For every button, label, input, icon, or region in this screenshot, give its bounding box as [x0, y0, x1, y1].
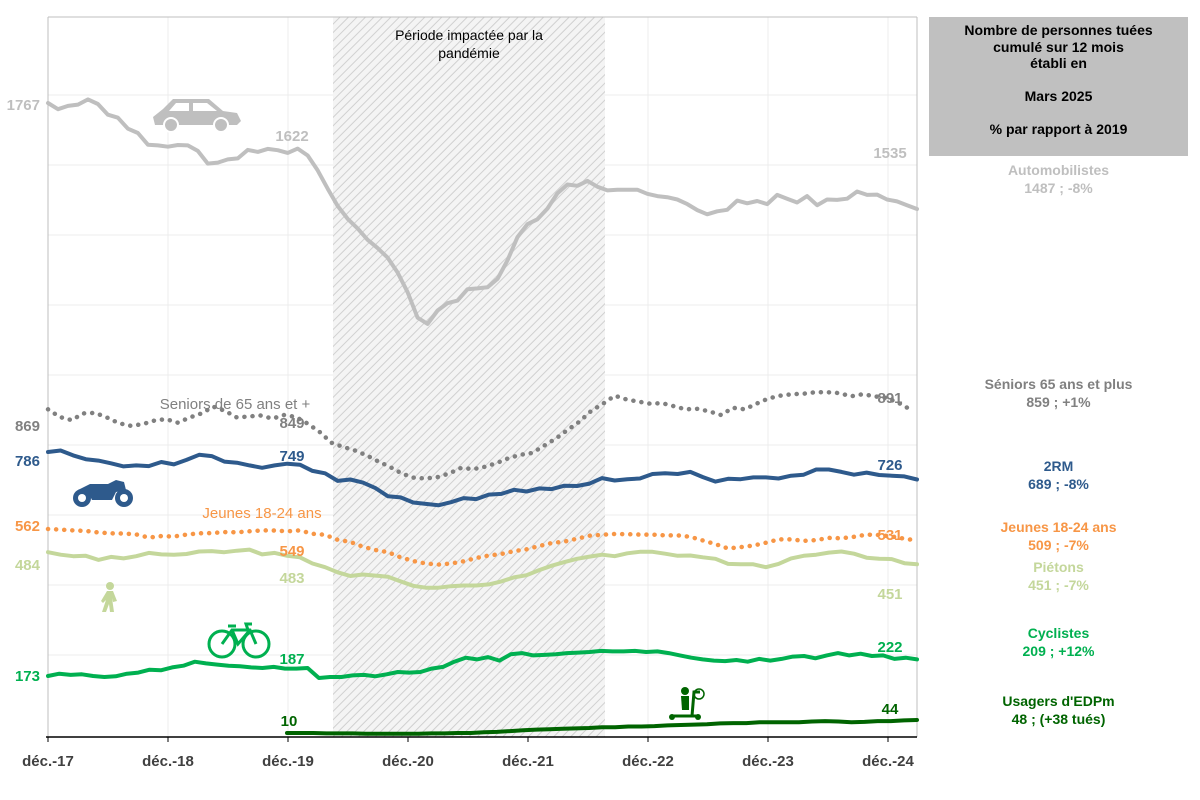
side-label-value: 48 ; (+38 tués): [1011, 711, 1106, 727]
mid-value-label-2rm: 749: [279, 448, 304, 465]
mid-value-label-jeunes: 549: [279, 543, 304, 560]
series-line-cyclistes: [46, 648, 919, 680]
motorcycle-icon: [73, 480, 133, 507]
x-tick-label: déc.-23: [742, 753, 794, 770]
x-tick-label: déc.-17: [22, 753, 74, 770]
series-line-jeunes: [45, 526, 920, 567]
side-label-pietons: Piétons 451 ; -7%: [929, 558, 1188, 594]
start-value-label-pietons: 484: [15, 557, 41, 574]
mid-value-label-cyclistes: 187: [279, 651, 304, 668]
mid-value-label-automobilistes: 1622: [275, 128, 308, 145]
side-label-2rm: 2RM 689 ; -8%: [929, 457, 1188, 493]
info-box-line: [929, 105, 1188, 122]
side-label-jeunes: Jeunes 18-24 ans 509 ; -7%: [929, 518, 1188, 554]
mid-value-label-seniors: 849: [279, 415, 304, 432]
info-box-line: établi en: [1030, 55, 1087, 71]
end-value-label-pietons: 451: [877, 586, 902, 603]
x-tick-label: déc.-21: [502, 753, 554, 770]
side-label-title: Cyclistes: [1027, 625, 1090, 641]
end-value-label-cyclistes: 222: [877, 639, 902, 656]
inline-name-jeunes: Jeunes 18-24 ans: [202, 505, 321, 522]
side-label-automobilistes: Automobilistes 1487 ; -8%: [929, 161, 1188, 197]
end-value-label-edpm: 44: [882, 701, 899, 718]
x-tick-label: déc.-20: [382, 753, 434, 770]
side-label-title: Usagers d'EDPm: [1002, 693, 1115, 709]
start-value-label-edpm: 10: [281, 713, 298, 730]
side-label-seniors: Séniors 65 ans et plus 859 ; +1%: [929, 375, 1188, 411]
start-value-label-cyclistes: 173: [15, 668, 40, 685]
axes: déc.-17 déc.-18 déc.-19 déc.-20 déc.-21 déc.-…: [22, 16, 918, 770]
series-labels: 1767 869 786 562 484 173 10 1622 849 749 549 483 187…: [7, 97, 907, 730]
series-group: [45, 97, 920, 736]
side-label-value: 451 ; -7%: [1028, 577, 1089, 593]
end-value-label-2rm: 726: [877, 457, 902, 474]
x-tick-label: déc.-22: [622, 753, 674, 770]
x-tick-label: déc.-19: [262, 753, 314, 770]
side-label-cyclistes: Cyclistes 209 ; +12%: [929, 624, 1188, 660]
inline-name-seniors: Seniors de 65 ans et +: [160, 396, 311, 413]
series-line-seniors: [45, 389, 913, 481]
info-box-line: % par rapport à 2019: [989, 121, 1128, 137]
mid-value-label-pietons: 483: [279, 570, 304, 587]
pandemic-label-line-2: pandémie: [438, 45, 500, 61]
pandemic-period-band: [333, 17, 605, 737]
start-value-label-jeunes: 562: [15, 518, 40, 535]
side-label-title: Automobilistes: [1007, 162, 1110, 178]
end-value-label-jeunes: 531: [877, 527, 902, 544]
bicycle-icon: [207, 622, 271, 659]
start-value-label-seniors: 869: [15, 418, 40, 435]
info-box: Nombre de personnes tuées cumulé sur 12 …: [929, 17, 1188, 156]
end-value-label-seniors: 891: [877, 390, 902, 407]
side-label-value: 689 ; -8%: [1028, 476, 1089, 492]
series-icons: [73, 99, 705, 720]
info-box-line: Nombre de personnes tuées: [964, 22, 1153, 38]
x-tick-label: déc.-18: [142, 753, 194, 770]
side-label-edpm: Usagers d'EDPm 48 ; (+38 tués): [929, 692, 1188, 728]
scooter-icon: [669, 687, 705, 720]
info-box-line: cumulé sur 12 mois: [993, 38, 1124, 55]
series-line-edpm: [285, 718, 919, 736]
car-icon: [153, 99, 241, 133]
side-label-title: Séniors 65 ans et plus: [984, 376, 1133, 392]
info-box-line: Mars 2025: [1024, 88, 1093, 104]
side-label-value: 209 ; +12%: [1022, 643, 1095, 659]
side-label-title: 2RM: [1043, 458, 1074, 474]
pandemic-label-line-1: Période impactée par la: [395, 27, 543, 43]
side-label-title: Jeunes 18-24 ans: [1000, 519, 1117, 535]
series-line-pietons: [46, 547, 919, 590]
start-value-label-automobilistes: 1767: [7, 97, 40, 114]
info-box-line: [929, 72, 1188, 89]
start-value-label-2rm: 786: [15, 453, 40, 470]
side-label-value: 509 ; -7%: [1028, 537, 1089, 553]
side-label-title: Piétons: [1033, 559, 1084, 575]
side-label-value: 1487 ; -8%: [1024, 180, 1093, 196]
series-line-automobilistes: [46, 97, 919, 326]
side-label-value: 859 ; +1%: [1026, 394, 1091, 410]
x-tick-label: déc.-24: [862, 753, 914, 770]
end-value-label-automobilistes: 1535: [873, 145, 906, 162]
pedestrian-icon: [101, 582, 117, 612]
series-line-2rm: [46, 448, 919, 508]
